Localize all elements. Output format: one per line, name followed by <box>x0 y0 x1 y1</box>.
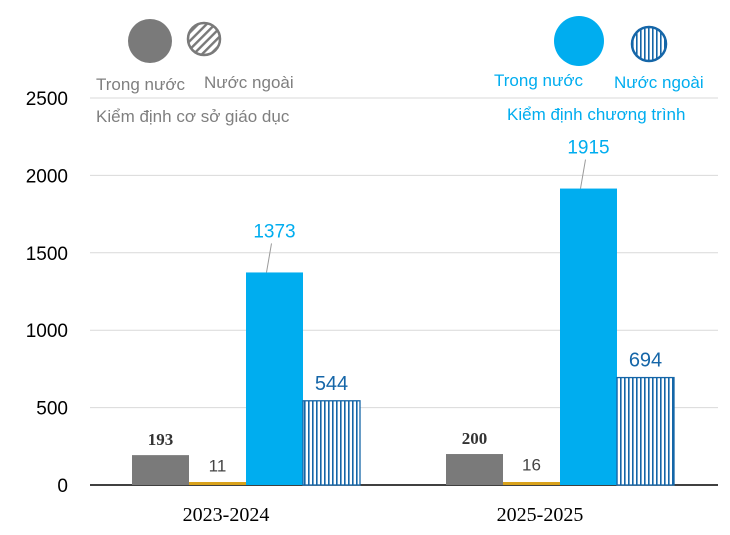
data-label: 11 <box>209 456 227 475</box>
data-label: 544 <box>315 373 348 395</box>
data-label-leader <box>580 159 586 189</box>
bar-foreign-school <box>189 482 246 485</box>
bars <box>132 188 675 486</box>
data-labels: 193 11 1373 544 200 16 1915 694 <box>148 138 662 476</box>
x-tick-label: 2023-2024 <box>183 504 270 526</box>
bar-foreign-program <box>616 376 675 486</box>
hatched-circle-icon <box>186 21 222 57</box>
bar-domestic-school <box>446 454 503 485</box>
y-tick-label: 1000 <box>26 321 68 342</box>
x-tick-label: 2025-2025 <box>497 504 584 526</box>
legend-right-group-label: Kiểm định chương trình <box>507 105 685 124</box>
data-label: 193 <box>148 430 174 449</box>
legend-left-domestic-label: Trong nước <box>96 75 185 94</box>
bar-foreign-program <box>302 400 361 486</box>
filled-circle-icon <box>128 19 172 63</box>
legend-right-foreign-label: Nước ngoài <box>614 73 704 92</box>
y-tick-label: 1500 <box>26 244 68 265</box>
data-label: 694 <box>629 350 662 372</box>
y-tick-label: 0 <box>57 476 68 497</box>
filled-circle-icon <box>554 16 604 66</box>
striped-circle-icon <box>630 25 668 63</box>
legend-left-foreign-label: Nước ngoài <box>204 73 294 92</box>
bar-foreign-school <box>503 482 560 485</box>
data-label: 16 <box>522 456 541 475</box>
x-axis-ticks: 2023-2024 2025-2025 <box>183 504 584 526</box>
y-tick-label: 2000 <box>26 166 68 187</box>
bar-domestic-program <box>246 272 303 485</box>
data-label: 1373 <box>253 221 295 242</box>
y-tick-label: 2500 <box>26 89 68 110</box>
bar-domestic-school <box>132 455 189 485</box>
legend-right: Trong nước Nước ngoài Kiểm định chương t… <box>494 16 704 124</box>
bar-domestic-program <box>560 188 617 486</box>
data-label: 1915 <box>567 138 609 159</box>
legend-left-group-label: Kiểm định cơ sở giáo dục <box>96 107 290 126</box>
data-label-leader <box>266 243 272 273</box>
legend-right-domestic-label: Trong nước <box>494 71 583 90</box>
data-label: 200 <box>462 429 488 448</box>
y-tick-label: 500 <box>36 399 68 420</box>
legend-left: Trong nước Nước ngoài Kiểm định cơ sở gi… <box>96 19 294 126</box>
y-axis-ticks: 0 500 1000 1500 2000 2500 <box>26 89 68 497</box>
